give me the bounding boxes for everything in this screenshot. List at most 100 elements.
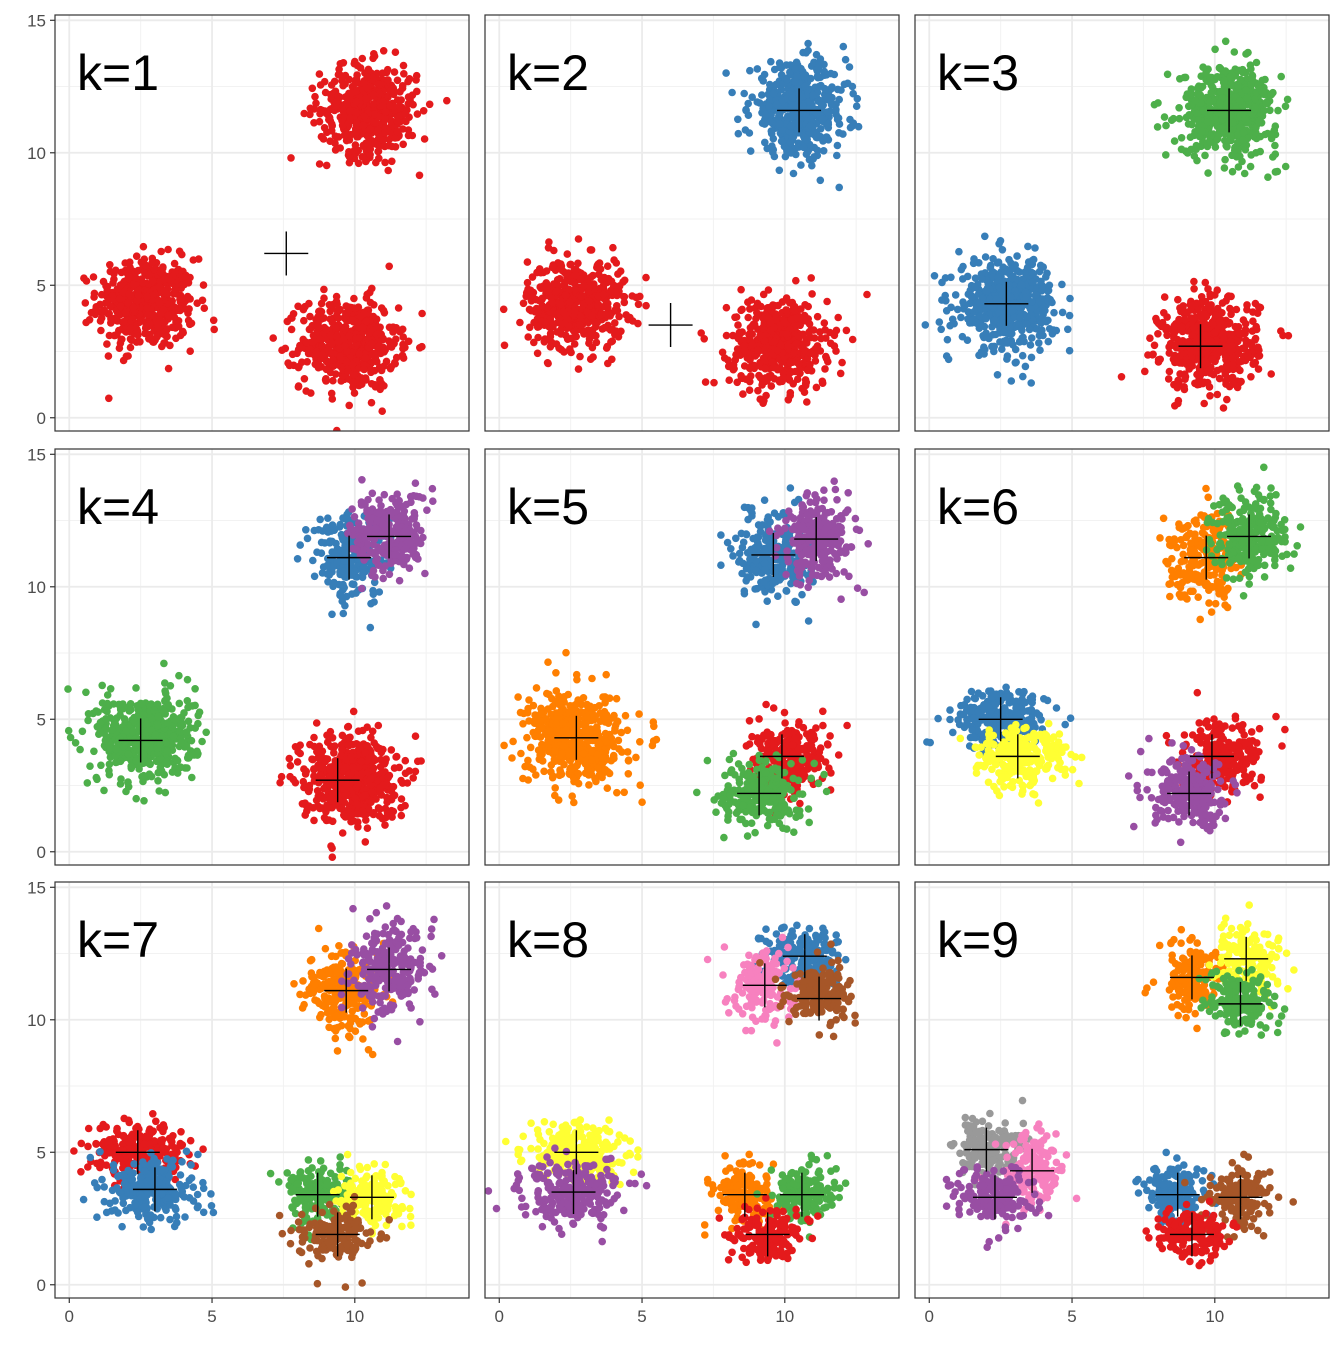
data-point — [1223, 143, 1231, 151]
data-point — [186, 347, 194, 355]
data-point — [1161, 113, 1169, 121]
data-point — [355, 334, 363, 342]
data-point — [989, 255, 997, 263]
data-point — [175, 323, 183, 331]
data-point — [541, 335, 549, 343]
data-point — [1171, 137, 1179, 145]
data-point — [399, 333, 407, 341]
data-point — [754, 346, 762, 354]
data-point — [378, 304, 386, 312]
data-point — [368, 399, 376, 407]
data-point — [1198, 128, 1206, 136]
data-point — [982, 315, 990, 323]
data-point — [735, 130, 743, 138]
data-point — [117, 336, 125, 344]
data-point — [761, 120, 769, 128]
data-point — [556, 275, 564, 283]
data-point — [1154, 330, 1162, 338]
data-point — [1037, 262, 1045, 270]
data-point — [106, 771, 114, 779]
data-point — [313, 350, 321, 358]
data-point — [1228, 342, 1236, 350]
data-point — [194, 712, 202, 720]
data-point — [1009, 341, 1017, 349]
data-point — [1229, 119, 1237, 127]
data-point — [814, 313, 822, 321]
data-point — [954, 306, 962, 314]
data-point — [365, 66, 373, 74]
data-point — [300, 306, 308, 314]
data-point — [1216, 64, 1224, 72]
data-point — [776, 64, 784, 72]
data-point — [806, 361, 814, 369]
data-point — [1244, 352, 1252, 360]
data-point — [362, 354, 370, 362]
data-point — [295, 364, 303, 372]
data-point — [1028, 334, 1036, 342]
data-point — [1179, 359, 1187, 367]
data-point — [1285, 332, 1293, 340]
data-point — [1174, 384, 1182, 392]
data-point — [318, 133, 326, 141]
data-point — [1000, 329, 1008, 337]
data-point — [937, 326, 945, 334]
data-point — [524, 333, 532, 341]
data-point — [778, 138, 786, 146]
data-point — [384, 167, 392, 175]
data-point — [1008, 377, 1016, 385]
data-point — [566, 345, 574, 353]
data-point — [761, 71, 769, 79]
data-point — [286, 362, 294, 370]
data-point — [520, 300, 528, 308]
data-point — [134, 267, 142, 275]
data-point — [980, 350, 988, 358]
data-point — [955, 248, 963, 256]
data-point — [1272, 150, 1280, 158]
data-point — [1197, 91, 1205, 99]
data-point — [400, 70, 408, 78]
data-point — [535, 323, 543, 331]
data-point — [86, 762, 94, 770]
data-point — [72, 739, 80, 747]
data-point — [117, 281, 125, 289]
data-point — [558, 346, 566, 354]
data-point — [1190, 278, 1198, 286]
data-point — [402, 118, 410, 126]
data-point — [400, 62, 408, 70]
data-point — [311, 93, 319, 101]
data-point — [1059, 309, 1067, 317]
data-point — [1201, 357, 1209, 365]
data-point — [351, 58, 359, 66]
data-point — [328, 390, 336, 398]
data-point — [787, 123, 795, 131]
data-point — [700, 335, 708, 343]
data-point — [577, 293, 585, 301]
data-point — [1050, 309, 1058, 317]
data-point — [82, 689, 90, 697]
data-point — [1211, 329, 1219, 337]
data-point — [1210, 371, 1218, 379]
data-point — [353, 109, 361, 117]
data-point — [585, 297, 593, 305]
data-point — [388, 143, 396, 151]
data-point — [97, 317, 105, 325]
data-point — [176, 700, 184, 708]
data-point — [343, 358, 351, 366]
data-point — [771, 338, 779, 346]
data-point — [1220, 79, 1228, 87]
data-point — [288, 326, 296, 334]
data-point — [385, 263, 393, 271]
data-point — [149, 277, 157, 285]
data-point — [823, 298, 831, 306]
data-point — [753, 98, 761, 106]
data-point — [580, 282, 588, 290]
data-point — [84, 779, 92, 787]
data-point — [367, 369, 375, 377]
data-point — [333, 98, 341, 106]
data-point — [65, 727, 73, 735]
data-point — [132, 795, 140, 803]
data-point — [1019, 373, 1027, 381]
data-point — [790, 349, 798, 357]
data-point — [746, 67, 754, 75]
